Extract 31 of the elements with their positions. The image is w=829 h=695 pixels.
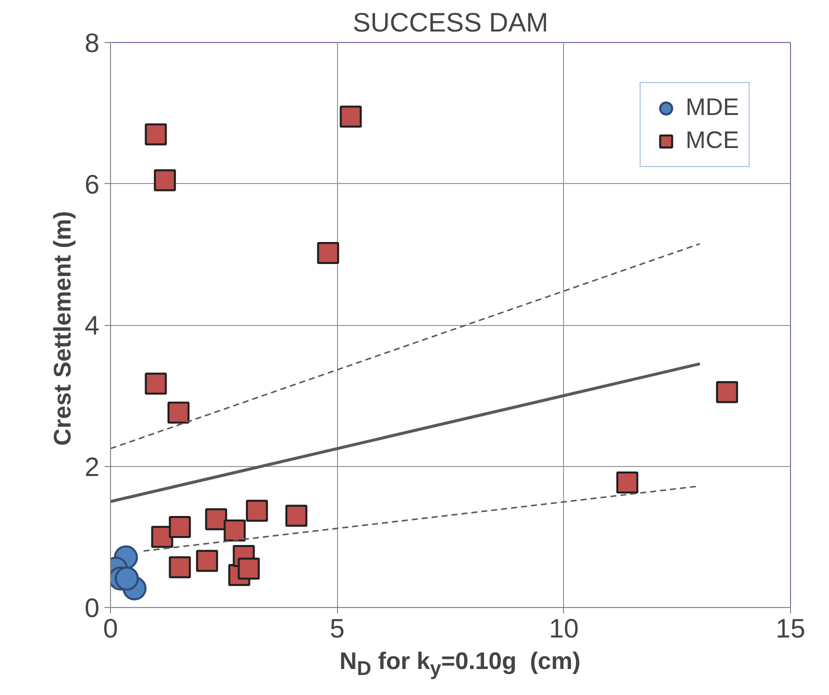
y-axis-title: Crest Settlement (m) [50,210,77,446]
point [168,556,191,578]
point [144,372,167,395]
point [246,500,268,522]
chart-title: SUCCESS DAM [352,8,548,38]
y-tick-label: 2 [84,452,100,482]
point [205,508,228,530]
point [151,526,174,548]
x-tick-label: 15 [776,614,806,644]
point [168,516,191,538]
point [340,106,362,128]
point [716,381,738,404]
point [144,123,167,146]
x-tick-label: 5 [330,614,345,644]
y-tick-label: 0 [84,593,100,623]
point [238,558,260,580]
legend-label: MCE [686,127,739,155]
point [168,402,190,424]
point [285,504,308,527]
point [154,169,176,192]
x-axis-title: N$_{D}$ for k$_{y}$=0.10g (cm) [339,647,580,682]
legend-label: MDE [686,94,739,122]
y-tick-label: 8 [84,28,100,58]
point [616,471,638,494]
point [196,550,218,572]
point [224,520,246,542]
point [317,242,340,264]
x-tick-label: 10 [549,614,579,644]
point [114,566,139,591]
y-tick-label: 6 [84,169,100,200]
y-tick-label: 4 [84,310,100,340]
